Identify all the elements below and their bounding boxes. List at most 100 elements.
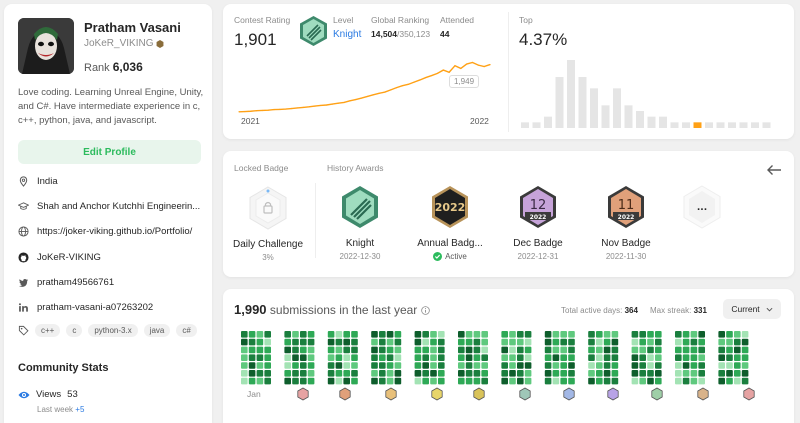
heatmap-cell[interactable] bbox=[430, 338, 437, 346]
rating-point[interactable] bbox=[431, 74, 433, 77]
heatmap-cell[interactable] bbox=[647, 338, 654, 346]
histogram-bar[interactable] bbox=[590, 88, 598, 128]
heatmap-cell[interactable] bbox=[741, 362, 749, 369]
heatmap-cell[interactable] bbox=[351, 338, 358, 346]
heatmap-cell[interactable] bbox=[465, 377, 473, 385]
edit-profile-button[interactable]: Edit Profile bbox=[18, 140, 201, 164]
heatmap-cell[interactable] bbox=[611, 370, 619, 377]
histogram-bar[interactable] bbox=[670, 122, 679, 128]
rating-point[interactable] bbox=[255, 110, 258, 112]
heatmap-cell[interactable] bbox=[394, 377, 402, 385]
heatmap-cell[interactable] bbox=[734, 338, 741, 346]
heatmap-cell[interactable] bbox=[734, 370, 741, 377]
heatmap-cell[interactable] bbox=[343, 346, 350, 354]
heatmap-cell[interactable] bbox=[458, 370, 465, 377]
monthly-badge-icon[interactable] bbox=[697, 387, 709, 401]
heatmap-cell[interactable] bbox=[552, 338, 560, 346]
heatmap-cell[interactable] bbox=[343, 377, 350, 385]
heatmap-cell[interactable] bbox=[675, 362, 682, 369]
heatmap-cell[interactable] bbox=[517, 346, 524, 354]
heatmap-cell[interactable] bbox=[647, 346, 654, 354]
heatmap-cell[interactable] bbox=[726, 338, 733, 346]
heatmap-cell[interactable] bbox=[611, 346, 619, 354]
heatmap-cell[interactable] bbox=[351, 346, 358, 354]
histogram-bar[interactable] bbox=[555, 77, 564, 128]
heatmap-cell[interactable] bbox=[588, 331, 595, 338]
heatmap-cell[interactable] bbox=[284, 370, 291, 377]
heatmap-cell[interactable] bbox=[682, 377, 690, 385]
histogram-bar[interactable] bbox=[693, 122, 702, 128]
heatmap-cell[interactable] bbox=[473, 370, 481, 377]
heatmap-cell[interactable] bbox=[517, 354, 524, 361]
website-row[interactable]: https://joker-viking.github.io/Portfolio… bbox=[18, 226, 208, 237]
heatmap-cell[interactable] bbox=[394, 362, 402, 369]
heatmap-cell[interactable] bbox=[603, 354, 611, 361]
heatmap-cell[interactable] bbox=[568, 370, 575, 377]
heatmap-cell[interactable] bbox=[414, 377, 422, 385]
heatmap-cell[interactable] bbox=[473, 354, 481, 361]
heatmap-cell[interactable] bbox=[734, 377, 741, 385]
heatmap-cell[interactable] bbox=[343, 370, 350, 377]
heatmap-cell[interactable] bbox=[509, 370, 516, 377]
heatmap-cell[interactable] bbox=[639, 370, 646, 377]
heatmap-cell[interactable] bbox=[394, 346, 402, 354]
histogram-bar[interactable] bbox=[613, 88, 621, 128]
badge-annual[interactable]: 2022 Annual Badg... Active bbox=[405, 185, 495, 261]
heatmap-cell[interactable] bbox=[422, 331, 429, 338]
rating-point[interactable] bbox=[378, 92, 380, 94]
heatmap-cell[interactable] bbox=[438, 331, 445, 338]
heatmap-cell[interactable] bbox=[386, 331, 394, 338]
heatmap-cell[interactable] bbox=[741, 346, 749, 354]
heatmap-cell[interactable] bbox=[690, 354, 698, 361]
heatmap-cell[interactable] bbox=[335, 338, 343, 346]
heatmap-cell[interactable] bbox=[675, 370, 682, 377]
heatmap-cell[interactable] bbox=[241, 370, 248, 377]
heatmap-cell[interactable] bbox=[517, 377, 524, 385]
arrow-left-icon[interactable] bbox=[766, 164, 782, 176]
heatmap-cell[interactable] bbox=[734, 354, 741, 361]
heatmap-cell[interactable] bbox=[307, 377, 315, 385]
rating-point[interactable] bbox=[325, 104, 328, 106]
rating-point[interactable] bbox=[267, 109, 269, 111]
heatmap-cell[interactable] bbox=[264, 331, 271, 338]
heatmap-cell[interactable] bbox=[465, 346, 473, 354]
heatmap-cell[interactable] bbox=[458, 354, 465, 361]
rating-point[interactable] bbox=[407, 83, 409, 85]
heatmap-cell[interactable] bbox=[734, 331, 741, 338]
rating-point[interactable] bbox=[238, 111, 240, 113]
skill-tag[interactable]: java bbox=[143, 324, 171, 337]
heatmap-cell[interactable] bbox=[596, 346, 603, 354]
heatmap-cell[interactable] bbox=[675, 354, 682, 361]
heatmap-cell[interactable] bbox=[655, 346, 662, 354]
twitter-row[interactable]: pratham49566761 bbox=[18, 277, 208, 288]
monthly-badge-icon[interactable] bbox=[651, 387, 663, 401]
heatmap-cell[interactable] bbox=[501, 338, 508, 346]
histogram-bar[interactable] bbox=[705, 122, 713, 128]
heatmap-cell[interactable] bbox=[639, 346, 646, 354]
rating-point[interactable] bbox=[483, 65, 485, 68]
heatmap-cell[interactable] bbox=[379, 377, 386, 385]
heatmap-cell[interactable] bbox=[248, 377, 256, 385]
heatmap-cell[interactable] bbox=[422, 346, 429, 354]
monthly-badge-icon[interactable] bbox=[473, 387, 485, 401]
heatmap-cell[interactable] bbox=[560, 362, 567, 369]
rating-point[interactable] bbox=[466, 63, 468, 65]
heatmap-cell[interactable] bbox=[524, 377, 532, 385]
heatmap-cell[interactable] bbox=[284, 346, 291, 354]
heatmap-cell[interactable] bbox=[284, 354, 291, 361]
heatmap-cell[interactable] bbox=[639, 362, 646, 369]
rating-point[interactable] bbox=[296, 107, 298, 109]
heatmap-cell[interactable] bbox=[588, 362, 595, 369]
heatmap-cell[interactable] bbox=[422, 338, 429, 346]
heatmap-cell[interactable] bbox=[726, 354, 733, 361]
rating-point[interactable] bbox=[413, 81, 415, 83]
heatmap-cell[interactable] bbox=[647, 354, 654, 361]
heatmap-cell[interactable] bbox=[284, 331, 291, 338]
heatmap-cell[interactable] bbox=[264, 338, 271, 346]
heatmap-cell[interactable] bbox=[300, 370, 307, 377]
heatmap-cell[interactable] bbox=[481, 331, 488, 338]
heatmap-cell[interactable] bbox=[596, 354, 603, 361]
heatmap-cell[interactable] bbox=[588, 354, 595, 361]
heatmap-cell[interactable] bbox=[544, 362, 552, 369]
heatmap-cell[interactable] bbox=[501, 346, 508, 354]
